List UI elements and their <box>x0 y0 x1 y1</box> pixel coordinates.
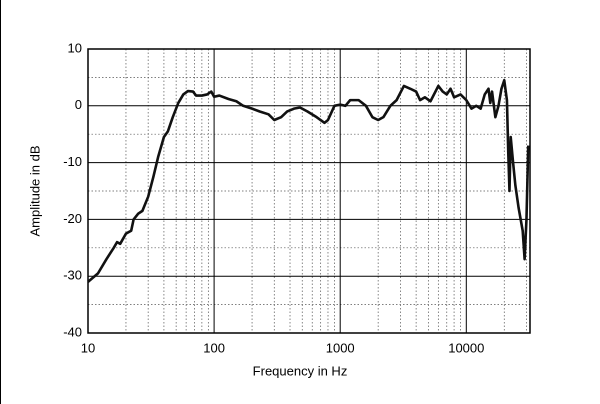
response-line <box>87 78 530 283</box>
y-axis-label: Amplitude in dB <box>27 145 42 236</box>
y-tick-label: -30 <box>63 268 82 283</box>
y-tick-label: -40 <box>63 324 82 339</box>
x-tick-label: 10 <box>81 340 95 355</box>
y-tick-label: -10 <box>63 154 82 169</box>
y-tick-label: 0 <box>75 97 82 112</box>
x-tick-label: 10000 <box>448 340 484 355</box>
plot-frame <box>87 48 531 334</box>
x-axis-label: Frequency in Hz <box>253 363 348 378</box>
x-tick-label: 100 <box>203 340 225 355</box>
y-tick-label: -20 <box>63 211 82 226</box>
y-tick-label: 10 <box>68 40 82 55</box>
x-tick-label: 1000 <box>326 340 355 355</box>
